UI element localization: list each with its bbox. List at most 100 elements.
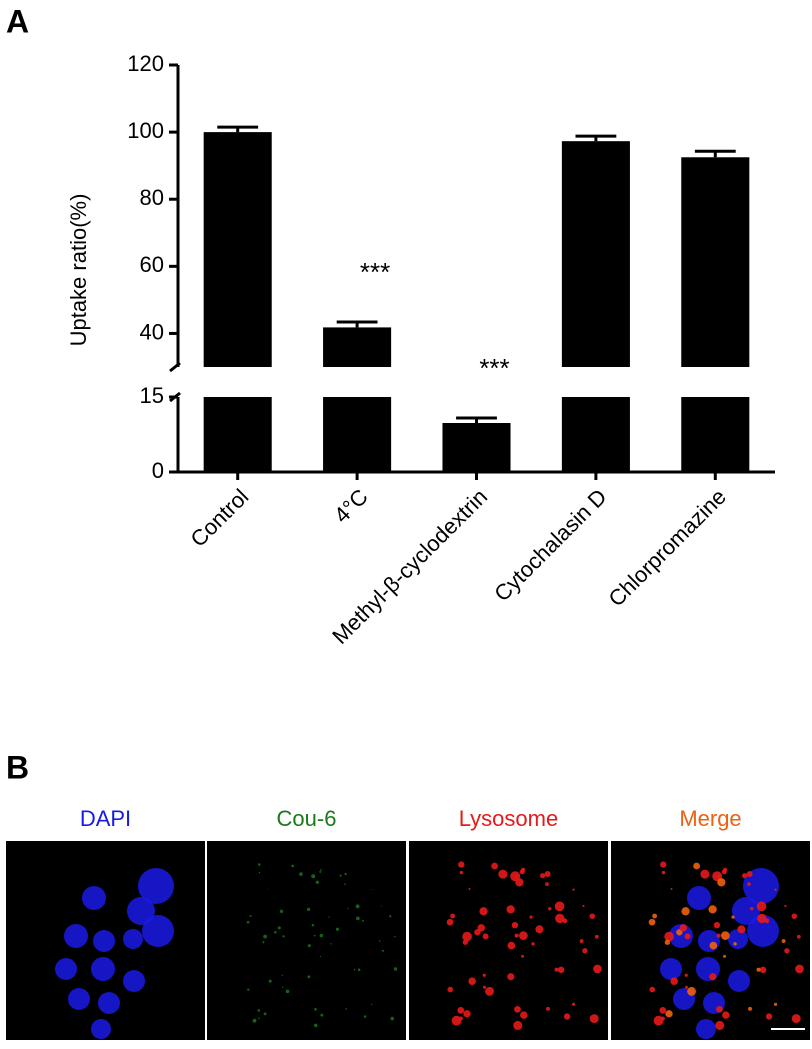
axis-break	[169, 361, 181, 373]
micrograph	[207, 841, 406, 1040]
spot	[378, 940, 381, 942]
spot	[281, 986, 284, 988]
micrograph	[409, 841, 608, 1040]
spot	[582, 948, 588, 954]
spot	[709, 973, 717, 981]
spot	[664, 931, 674, 942]
spot	[463, 1010, 471, 1018]
spot	[514, 933, 519, 938]
spot	[315, 880, 320, 884]
spot	[274, 930, 277, 934]
bar	[203, 132, 272, 367]
spot	[721, 931, 730, 940]
spot	[252, 1018, 257, 1023]
spot	[795, 964, 804, 974]
spot	[267, 888, 268, 890]
spot	[479, 907, 488, 916]
spot	[716, 1005, 723, 1013]
bar	[681, 157, 750, 367]
bar	[203, 397, 272, 472]
nucleus	[687, 886, 711, 910]
spot	[247, 988, 250, 991]
y-axis-label: Uptake ratio(%)	[66, 194, 91, 347]
spot	[314, 1007, 317, 1011]
micrograph	[6, 841, 205, 1040]
spot	[268, 979, 272, 983]
nucleus	[728, 970, 750, 992]
nucleus	[138, 868, 174, 904]
spot	[319, 955, 322, 957]
image-label: Lysosome	[459, 806, 558, 831]
y-tick-label: 60	[140, 252, 164, 277]
spot	[345, 1008, 347, 1010]
spot	[759, 966, 767, 974]
spot	[258, 871, 261, 874]
bar	[681, 397, 750, 472]
spot	[450, 913, 456, 919]
spot	[572, 888, 575, 891]
spot	[491, 862, 499, 870]
spot	[257, 1009, 261, 1012]
significance-label: ***	[479, 353, 509, 383]
y-tick-label: 120	[127, 51, 164, 76]
spot	[468, 887, 471, 890]
spot	[737, 925, 746, 934]
spot	[263, 1012, 267, 1016]
spot	[258, 1017, 260, 1020]
spot	[665, 1010, 673, 1018]
spot	[458, 861, 465, 868]
spot	[521, 954, 525, 958]
spot	[457, 1007, 465, 1014]
spot	[482, 973, 486, 977]
spot	[371, 889, 373, 891]
spot	[700, 869, 710, 879]
spot	[320, 869, 322, 871]
spot	[664, 939, 671, 945]
nucleus	[728, 929, 748, 949]
spot	[709, 941, 718, 950]
spot	[482, 933, 489, 940]
nucleus	[732, 897, 760, 925]
nucleus	[698, 930, 720, 952]
spot	[381, 949, 384, 952]
spot	[313, 934, 316, 937]
spot	[506, 905, 515, 914]
spot	[582, 904, 585, 908]
panel-label: B	[6, 749, 29, 785]
nucleus	[747, 915, 779, 947]
spot	[515, 878, 524, 887]
spot	[370, 1003, 373, 1005]
spot	[353, 968, 356, 971]
spot	[361, 919, 364, 922]
spot	[319, 870, 322, 873]
spot	[554, 967, 559, 972]
nucleus	[93, 930, 115, 952]
spot	[277, 926, 281, 930]
nucleus	[55, 958, 77, 980]
spot	[335, 927, 340, 931]
spot	[514, 1005, 521, 1013]
spot	[482, 985, 487, 989]
spot	[784, 904, 787, 908]
spot	[579, 939, 584, 943]
spot	[713, 921, 721, 929]
nucleus	[123, 970, 145, 992]
spot	[693, 862, 701, 870]
nucleus	[91, 957, 115, 981]
spot	[750, 907, 754, 911]
spot	[756, 901, 767, 912]
spot	[659, 1007, 667, 1014]
spot	[721, 869, 727, 875]
spot	[519, 931, 528, 940]
nucleus	[64, 924, 88, 948]
spot	[282, 935, 285, 938]
spot	[589, 913, 596, 919]
spot	[554, 901, 565, 912]
spot	[784, 948, 790, 954]
spot	[446, 918, 454, 926]
spot	[355, 916, 360, 921]
spot	[670, 887, 673, 890]
spot	[670, 977, 678, 985]
spot	[572, 1002, 576, 1006]
spot	[660, 861, 667, 868]
